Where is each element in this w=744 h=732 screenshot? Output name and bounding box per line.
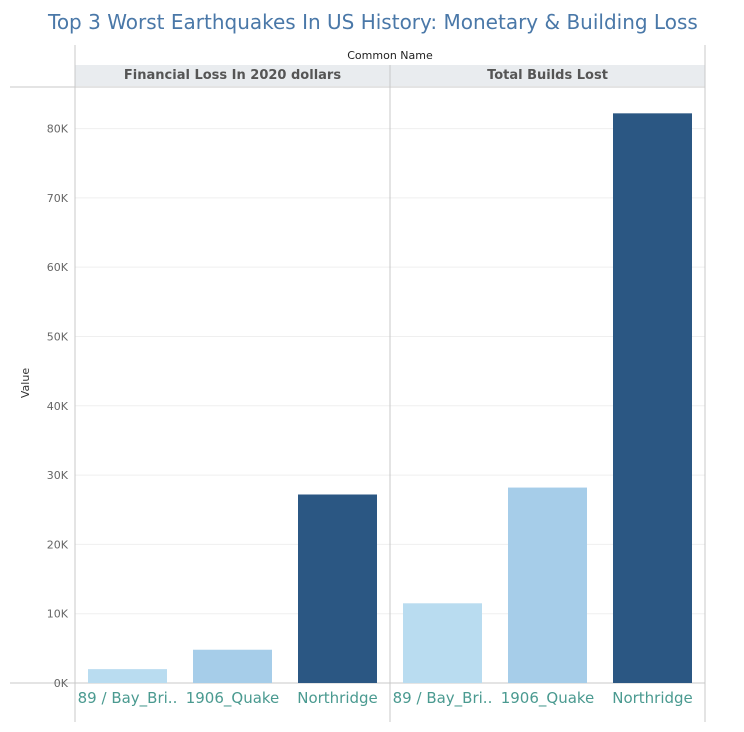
y-axis-label: Value [19, 368, 32, 398]
bar [298, 494, 377, 683]
panel-header-total-builds-lost: Total Builds Lost [390, 65, 705, 86]
x-category-label: 89 / Bay_Bri.. [78, 689, 178, 708]
y-tick-label: 70K [47, 192, 69, 205]
y-tick-label: 50K [47, 330, 69, 343]
bar [193, 649, 272, 683]
bar [508, 487, 587, 683]
x-category-label: Northridge [612, 689, 693, 707]
y-tick-label: 80K [47, 123, 69, 136]
x-category-label: 1906_Quake [186, 689, 280, 708]
bar [403, 603, 482, 683]
y-tick-label: 20K [47, 538, 69, 551]
x-category-label: 89 / Bay_Bri.. [393, 689, 493, 708]
x-category-label: Northridge [297, 689, 378, 707]
bar [88, 669, 167, 683]
bar [613, 113, 692, 683]
chart-title: Top 3 Worst Earthquakes In US History: M… [48, 10, 698, 34]
y-axis-ticks: 0K 10K 20K 30K 40K 50K 60K 70K 80K [47, 123, 69, 690]
x-axis-categories: 89 / Bay_Bri.. 1906_Quake Northridge 89 / B… [78, 689, 693, 708]
y-tick-label: 10K [47, 608, 69, 621]
y-tick-label: 60K [47, 261, 69, 274]
column-group-label: Common Name [347, 49, 433, 62]
y-tick-label: 40K [47, 400, 69, 413]
panel-header-financial-loss: Financial Loss In 2020 dollars [75, 65, 390, 86]
x-category-label: 1906_Quake [501, 689, 595, 708]
y-tick-label: 0K [54, 677, 69, 690]
bars [88, 113, 692, 683]
y-tick-label: 30K [47, 469, 69, 482]
